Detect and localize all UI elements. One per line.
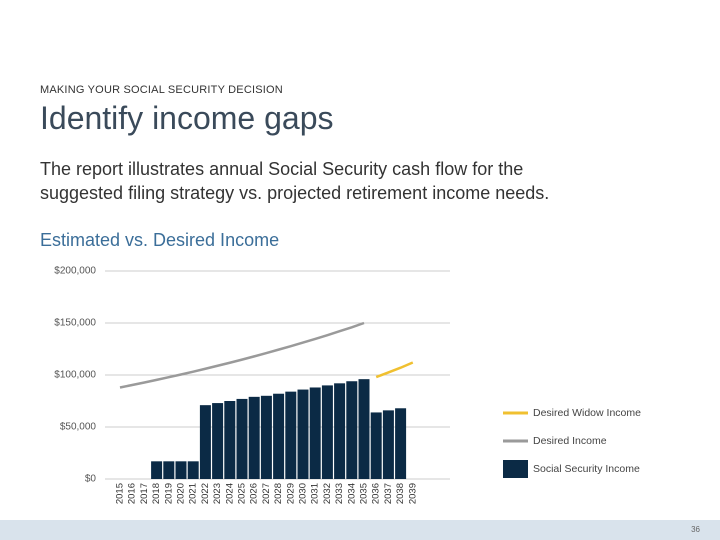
legend-swatch xyxy=(503,460,528,478)
x-tick-label: 2021 xyxy=(188,483,199,504)
kicker: MAKING YOUR SOCIAL SECURITY DECISION xyxy=(40,84,283,96)
page-number: 36 xyxy=(691,525,700,534)
body-line: suggested filing strategy vs. projected … xyxy=(40,183,550,203)
y-tick-label: $200,000 xyxy=(54,266,96,277)
x-tick-label: 2028 xyxy=(273,483,284,504)
x-tick-label: 2023 xyxy=(212,483,223,504)
x-tick-label: 2019 xyxy=(163,483,174,504)
line xyxy=(375,361,414,379)
y-tick-label: $150,000 xyxy=(54,318,96,329)
bar xyxy=(395,408,407,479)
x-tick-label: 2030 xyxy=(298,483,309,504)
body-line: The report illustrates annual Social Sec… xyxy=(40,159,524,179)
x-tick-label: 2024 xyxy=(224,483,235,504)
legend-label: Desired Widow Income xyxy=(533,407,641,419)
y-tick-label: $100,000 xyxy=(54,370,96,381)
bar xyxy=(248,396,260,479)
x-tick-label: 2038 xyxy=(395,483,406,504)
x-tick-label: 2033 xyxy=(334,483,345,504)
x-tick-label: 2018 xyxy=(151,483,162,504)
line xyxy=(119,321,365,389)
bar xyxy=(236,398,248,479)
bar xyxy=(370,412,382,479)
x-tick-label: 2026 xyxy=(249,483,260,504)
x-tick-label: 2034 xyxy=(346,483,357,504)
bar xyxy=(199,405,211,479)
bar xyxy=(346,381,358,479)
x-tick-label: 2015 xyxy=(115,483,126,504)
x-tick-label: 2035 xyxy=(359,483,370,504)
slide-title: Identify income gaps xyxy=(40,100,334,136)
x-tick-label: 2027 xyxy=(261,483,272,504)
bar xyxy=(285,391,297,479)
bar xyxy=(334,383,346,479)
bar xyxy=(175,461,187,479)
bar xyxy=(297,389,309,479)
bar xyxy=(151,461,163,479)
x-tick-label: 2039 xyxy=(407,483,418,504)
x-tick-label: 2025 xyxy=(237,483,248,504)
x-tick-label: 2032 xyxy=(322,483,333,504)
x-tick-label: 2036 xyxy=(371,483,382,504)
x-tick-label: 2022 xyxy=(200,483,211,504)
body-text: The report illustrates annual Social Sec… xyxy=(40,157,549,205)
bar xyxy=(187,461,199,479)
bar xyxy=(212,403,224,479)
bar xyxy=(163,461,175,479)
y-tick-label: $50,000 xyxy=(60,422,97,433)
chart-title: Estimated vs. Desired Income xyxy=(40,230,280,250)
x-tick-label: 2031 xyxy=(310,483,321,504)
x-tick-label: 2017 xyxy=(139,483,150,504)
footer-bar xyxy=(0,520,720,540)
x-tick-label: 2029 xyxy=(285,483,296,504)
x-tick-label: 2020 xyxy=(176,483,187,504)
x-tick-label: 2016 xyxy=(127,483,138,504)
bar xyxy=(321,385,333,479)
bar xyxy=(260,395,272,479)
x-tick-label: 2037 xyxy=(383,483,394,504)
legend-label: Social Security Income xyxy=(533,463,640,475)
bar xyxy=(273,393,285,479)
bar xyxy=(309,387,321,479)
bar xyxy=(358,379,370,479)
y-tick-label: $0 xyxy=(85,474,97,485)
bar xyxy=(382,410,394,479)
bar xyxy=(224,401,236,479)
legend-label: Desired Income xyxy=(533,435,607,447)
